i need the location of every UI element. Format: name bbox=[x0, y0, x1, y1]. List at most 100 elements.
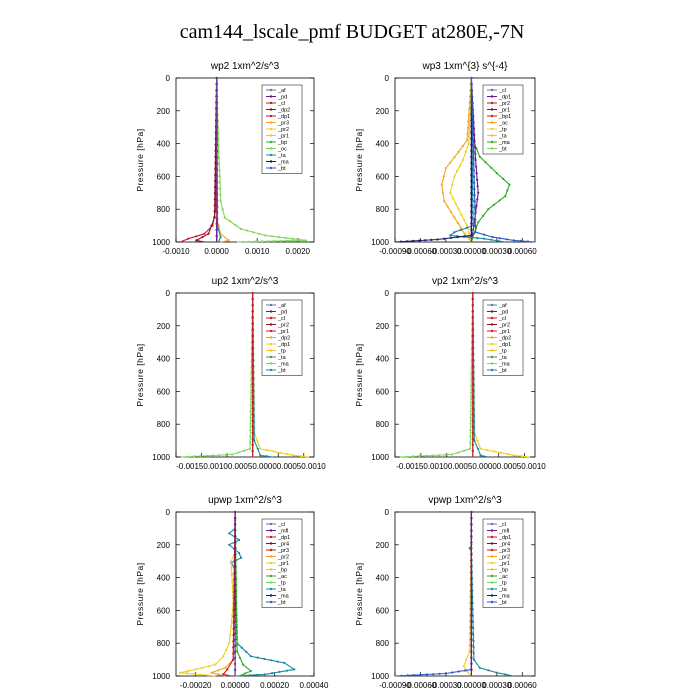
series-marker bbox=[251, 304, 254, 307]
panel-title: vpwp 1xm^2/s^3 bbox=[428, 495, 502, 506]
legend-marker bbox=[490, 114, 494, 118]
series-marker bbox=[470, 76, 473, 80]
series-marker bbox=[469, 410, 472, 413]
series-marker bbox=[213, 186, 217, 189]
series-marker bbox=[446, 205, 449, 208]
series-marker bbox=[469, 109, 472, 112]
series-marker bbox=[251, 298, 254, 301]
legend-marker bbox=[269, 303, 273, 307]
series-marker bbox=[213, 216, 216, 219]
legend-entry: _tp bbox=[498, 127, 507, 133]
legend-entry: _bt bbox=[498, 147, 507, 153]
series-marker bbox=[472, 138, 475, 141]
series-marker bbox=[472, 658, 475, 661]
series-marker bbox=[195, 239, 198, 242]
series-marker bbox=[238, 538, 241, 542]
legend-marker bbox=[490, 568, 494, 571]
legend-entry: _dp1 bbox=[277, 114, 290, 120]
legend-marker bbox=[490, 548, 494, 552]
series-marker bbox=[471, 187, 474, 190]
plot-frame bbox=[394, 77, 536, 243]
series-marker bbox=[213, 192, 216, 195]
legend-marker bbox=[269, 101, 273, 105]
series-marker bbox=[470, 535, 473, 538]
series-marker bbox=[286, 239, 289, 242]
series-marker bbox=[215, 198, 219, 201]
legend-marker bbox=[269, 108, 273, 111]
series-marker bbox=[473, 206, 476, 209]
series-marker bbox=[265, 455, 268, 458]
series-marker bbox=[475, 165, 478, 168]
legend-entry: _ma bbox=[498, 594, 511, 600]
series-marker bbox=[277, 236, 280, 239]
series-marker bbox=[466, 133, 469, 136]
series-marker bbox=[474, 158, 477, 162]
series-marker bbox=[453, 156, 456, 159]
series-marker bbox=[472, 408, 476, 411]
series-marker bbox=[476, 198, 479, 201]
series-marker bbox=[218, 169, 221, 172]
series-marker bbox=[449, 236, 453, 239]
series-marker bbox=[497, 239, 500, 242]
series-marker bbox=[214, 173, 217, 177]
y-axis-label: Pressure [hPa] bbox=[135, 128, 145, 191]
x-tick-label: 0.00000 bbox=[457, 247, 486, 256]
series-marker bbox=[469, 429, 472, 432]
series-marker bbox=[194, 668, 197, 671]
series-marker bbox=[471, 376, 474, 380]
series-marker bbox=[231, 587, 234, 590]
series-marker bbox=[456, 169, 459, 172]
series-marker bbox=[431, 454, 434, 457]
legend-entry: _ac bbox=[277, 574, 287, 580]
y-axis-label: Pressure [hPa] bbox=[354, 343, 364, 406]
series-marker bbox=[470, 210, 473, 213]
series-marker bbox=[470, 161, 473, 164]
series-marker bbox=[474, 218, 477, 221]
x-tick-label: -0.00020 bbox=[180, 681, 212, 690]
legend-entry: _bt bbox=[498, 368, 507, 374]
series-marker bbox=[468, 232, 471, 235]
series-marker bbox=[471, 328, 474, 331]
legend-box bbox=[482, 299, 524, 376]
series-marker bbox=[476, 237, 479, 240]
legend-marker bbox=[490, 587, 494, 591]
series-marker bbox=[251, 407, 254, 410]
series-marker bbox=[259, 447, 262, 450]
series-marker bbox=[474, 231, 477, 234]
series-marker bbox=[505, 238, 508, 241]
series-marker bbox=[470, 149, 473, 152]
y-tick-label: 200 bbox=[376, 107, 390, 116]
series-marker bbox=[249, 404, 252, 407]
series-marker bbox=[470, 198, 473, 201]
legend-entry: _pr1 bbox=[277, 134, 289, 140]
series-marker bbox=[234, 595, 237, 599]
series-marker bbox=[251, 358, 254, 361]
series-marker bbox=[213, 210, 216, 213]
legend-entry: _af bbox=[277, 88, 286, 94]
legend-entry: _tp bbox=[277, 349, 286, 355]
series-marker bbox=[231, 594, 234, 597]
series-marker bbox=[472, 169, 475, 172]
series-marker bbox=[222, 673, 225, 676]
series-marker bbox=[470, 143, 473, 146]
legend-marker bbox=[269, 355, 273, 359]
legend-marker bbox=[490, 127, 494, 131]
plot-frame bbox=[394, 511, 536, 677]
series-marker bbox=[215, 101, 219, 104]
series-marker bbox=[249, 441, 252, 444]
legend-marker bbox=[490, 535, 494, 539]
series-marker bbox=[214, 161, 217, 164]
series-marker bbox=[231, 613, 234, 616]
series-marker bbox=[440, 183, 443, 186]
series-marker bbox=[470, 589, 473, 593]
x-tick-label: 0.00030 bbox=[482, 681, 511, 690]
series-line bbox=[400, 292, 474, 458]
series-marker bbox=[487, 208, 490, 211]
x-tick-label: -0.00090 bbox=[379, 681, 411, 690]
series-marker bbox=[473, 414, 476, 418]
y-tick-label: 600 bbox=[157, 606, 171, 615]
series-marker bbox=[471, 419, 474, 422]
series-marker bbox=[468, 116, 471, 119]
series-marker bbox=[418, 239, 421, 242]
legend-marker bbox=[269, 88, 273, 92]
